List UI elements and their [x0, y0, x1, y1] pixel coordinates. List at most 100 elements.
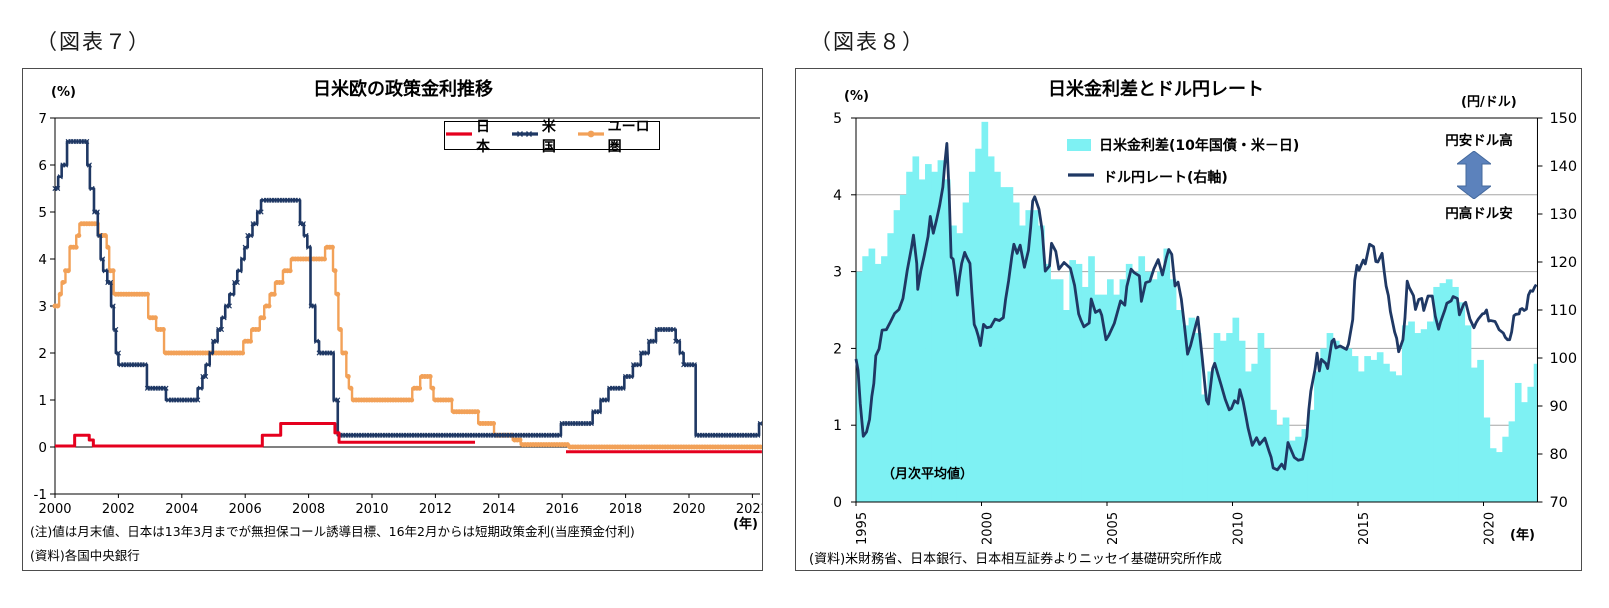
spread-bar — [1238, 340, 1246, 502]
spread-bar — [1433, 286, 1440, 502]
spread-bar — [925, 164, 932, 502]
spread-bar — [1508, 421, 1516, 502]
spread-bar — [1194, 333, 1202, 502]
spread-bar — [1050, 279, 1058, 502]
dot-marker — [240, 350, 246, 356]
spread-bar — [1075, 263, 1083, 502]
x-marker — [604, 397, 610, 403]
x-marker — [234, 279, 240, 286]
fig7-x-tick-label: 2006 — [229, 502, 262, 517]
spread-bar — [1119, 279, 1127, 502]
spread-bar — [1477, 359, 1484, 502]
spread-bar — [962, 202, 970, 503]
fig7-x-tick-label: 2008 — [292, 502, 325, 517]
x-marker — [221, 315, 227, 321]
spread-bar — [1414, 333, 1422, 502]
x-marker — [644, 350, 650, 356]
spread-bar — [1483, 417, 1491, 502]
spread-bar — [1100, 294, 1108, 502]
fig8-right-tick-label: 100 — [1549, 351, 1577, 367]
fig7-y-tick-label: 4 — [38, 252, 47, 268]
legend-item-euro: ユーロ圏 — [577, 116, 659, 156]
dot-marker — [57, 291, 63, 297]
usdjpy-line-swatch — [1067, 169, 1095, 185]
fig8-left-tick-label: 4 — [833, 188, 842, 204]
spread-bar — [1063, 310, 1070, 502]
fig7-x-tick-label: 2020 — [672, 502, 705, 517]
x-marker — [247, 232, 254, 239]
spread-bar — [1439, 283, 1447, 502]
dot-marker — [160, 327, 166, 332]
spread-bar — [1069, 260, 1077, 502]
fig7-series-日本 — [55, 422, 762, 454]
spread-bar — [1514, 382, 1522, 502]
dot-marker — [261, 315, 267, 321]
dot-marker — [491, 421, 497, 426]
spread-bar — [1125, 263, 1133, 502]
spread-bar — [1213, 333, 1221, 502]
spread-bar — [956, 233, 964, 502]
dot-marker — [102, 233, 108, 238]
spread-bar — [1201, 394, 1208, 502]
fig8-right-tick-label: 120 — [1549, 255, 1577, 271]
spread-bar — [1157, 271, 1164, 502]
spread-bar — [874, 263, 882, 502]
spread-bar — [1470, 367, 1478, 502]
x-marker — [311, 303, 317, 309]
spread-bar — [981, 121, 989, 502]
spread-bar — [1182, 325, 1189, 502]
spread-bar — [931, 171, 938, 502]
dot-marker — [475, 409, 481, 415]
x-marker — [652, 338, 658, 344]
fig8-x-tick-label: 2005 — [1106, 512, 1121, 545]
spread-bar-swatch — [1067, 139, 1091, 151]
dot-marker — [417, 385, 423, 391]
x-marker — [218, 326, 225, 333]
spread-bar — [1527, 386, 1535, 502]
x-marker — [675, 338, 682, 344]
figure8-title: 日米金利差とドル円レート — [1048, 79, 1264, 100]
x-marker — [628, 373, 634, 380]
x-marker — [62, 162, 69, 168]
spread-bar — [975, 148, 982, 502]
spread-bar — [1295, 436, 1302, 502]
spread-bar — [893, 210, 901, 502]
spread-bar — [1364, 356, 1371, 502]
dot-marker — [110, 268, 116, 274]
fig7-x-tick-label: 2002 — [102, 502, 135, 517]
fig8-left-tick-label: 5 — [833, 111, 842, 127]
x-marker — [57, 174, 63, 180]
x-marker — [89, 185, 95, 192]
figure8-plot: 5 4 3 2 1 0 150 140 130 120 110 100 90 80 70 1995 2000 20… — [833, 111, 1577, 545]
spread-bar — [1376, 352, 1384, 502]
fig8-x-tick-label: 2000 — [981, 512, 996, 545]
spread-bar — [1263, 348, 1271, 502]
x-marker — [84, 138, 90, 145]
legend-item-spread: 日米金利差(10年国債・米－日) — [1067, 135, 1299, 155]
fig7-x-tick-label: 2018 — [609, 502, 642, 517]
spread-bar — [1288, 440, 1296, 502]
spread-bar — [1232, 317, 1240, 502]
spread-bar — [1144, 271, 1152, 502]
spread-bar — [1445, 279, 1453, 502]
spread-bar — [1012, 202, 1020, 503]
spread-bar — [1452, 286, 1459, 502]
fig8-right-tick-label: 110 — [1549, 303, 1577, 319]
spread-bar — [1326, 333, 1334, 502]
x-marker — [197, 385, 203, 391]
figure8-legend: 日米金利差(10年国債・米－日) ドル円レート(右軸) — [1067, 135, 1299, 187]
spread-bar — [1389, 371, 1397, 502]
dot-marker — [255, 327, 261, 332]
x-marker — [303, 232, 309, 239]
fig8-usdjpy-line — [854, 142, 1538, 472]
spread-bar — [1132, 271, 1139, 502]
x-marker — [242, 244, 248, 250]
x-marker — [596, 409, 602, 415]
x-marker — [102, 268, 108, 274]
dot-marker — [73, 244, 79, 250]
up-down-arrow-icon — [1457, 151, 1491, 199]
spread-bar — [1257, 333, 1265, 502]
spread-bar — [1107, 279, 1114, 502]
x-marker — [239, 256, 246, 262]
spread-bar — [1150, 279, 1158, 502]
